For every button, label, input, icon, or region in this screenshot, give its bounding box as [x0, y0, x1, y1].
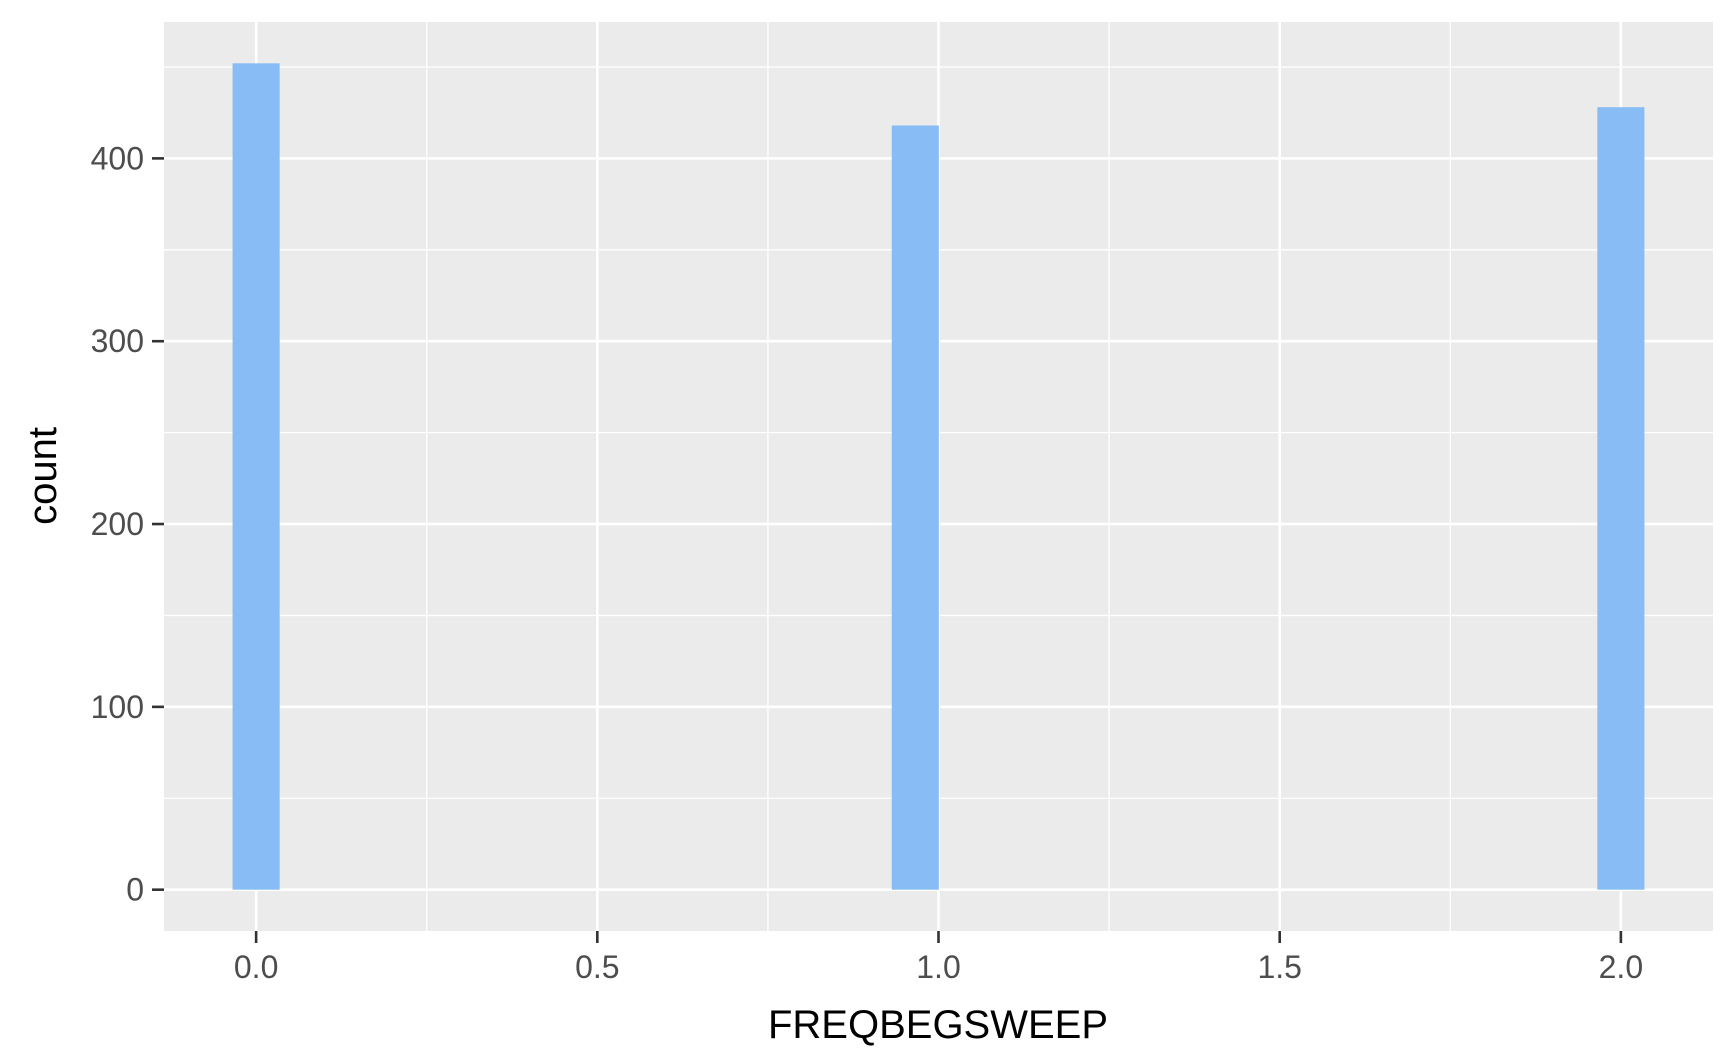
bars	[232, 63, 1645, 890]
histogram-bar-1	[891, 125, 939, 890]
y-tick-label: 100	[91, 689, 144, 725]
x-axis-title: FREQBEGSWEEP	[768, 1003, 1108, 1047]
x-tick-label: 0.5	[575, 949, 619, 985]
y-tick-label: 200	[91, 506, 144, 542]
x-axis: 0.0 0.5 1.0 1.5 2.0	[234, 931, 1643, 985]
x-tick-label: 1.0	[916, 949, 960, 985]
y-axis: 0 100 200 300 400	[91, 140, 164, 908]
histogram-bar-0	[232, 63, 280, 890]
x-tick-label: 1.5	[1257, 949, 1301, 985]
x-tick-label: 2.0	[1599, 949, 1643, 985]
y-tick-label: 300	[91, 323, 144, 359]
y-tick-label: 0	[126, 872, 144, 908]
y-axis-title: count	[21, 427, 65, 525]
y-tick-label: 400	[91, 140, 144, 176]
x-tick-label: 0.0	[234, 949, 278, 985]
histogram-bar-2	[1597, 107, 1645, 890]
